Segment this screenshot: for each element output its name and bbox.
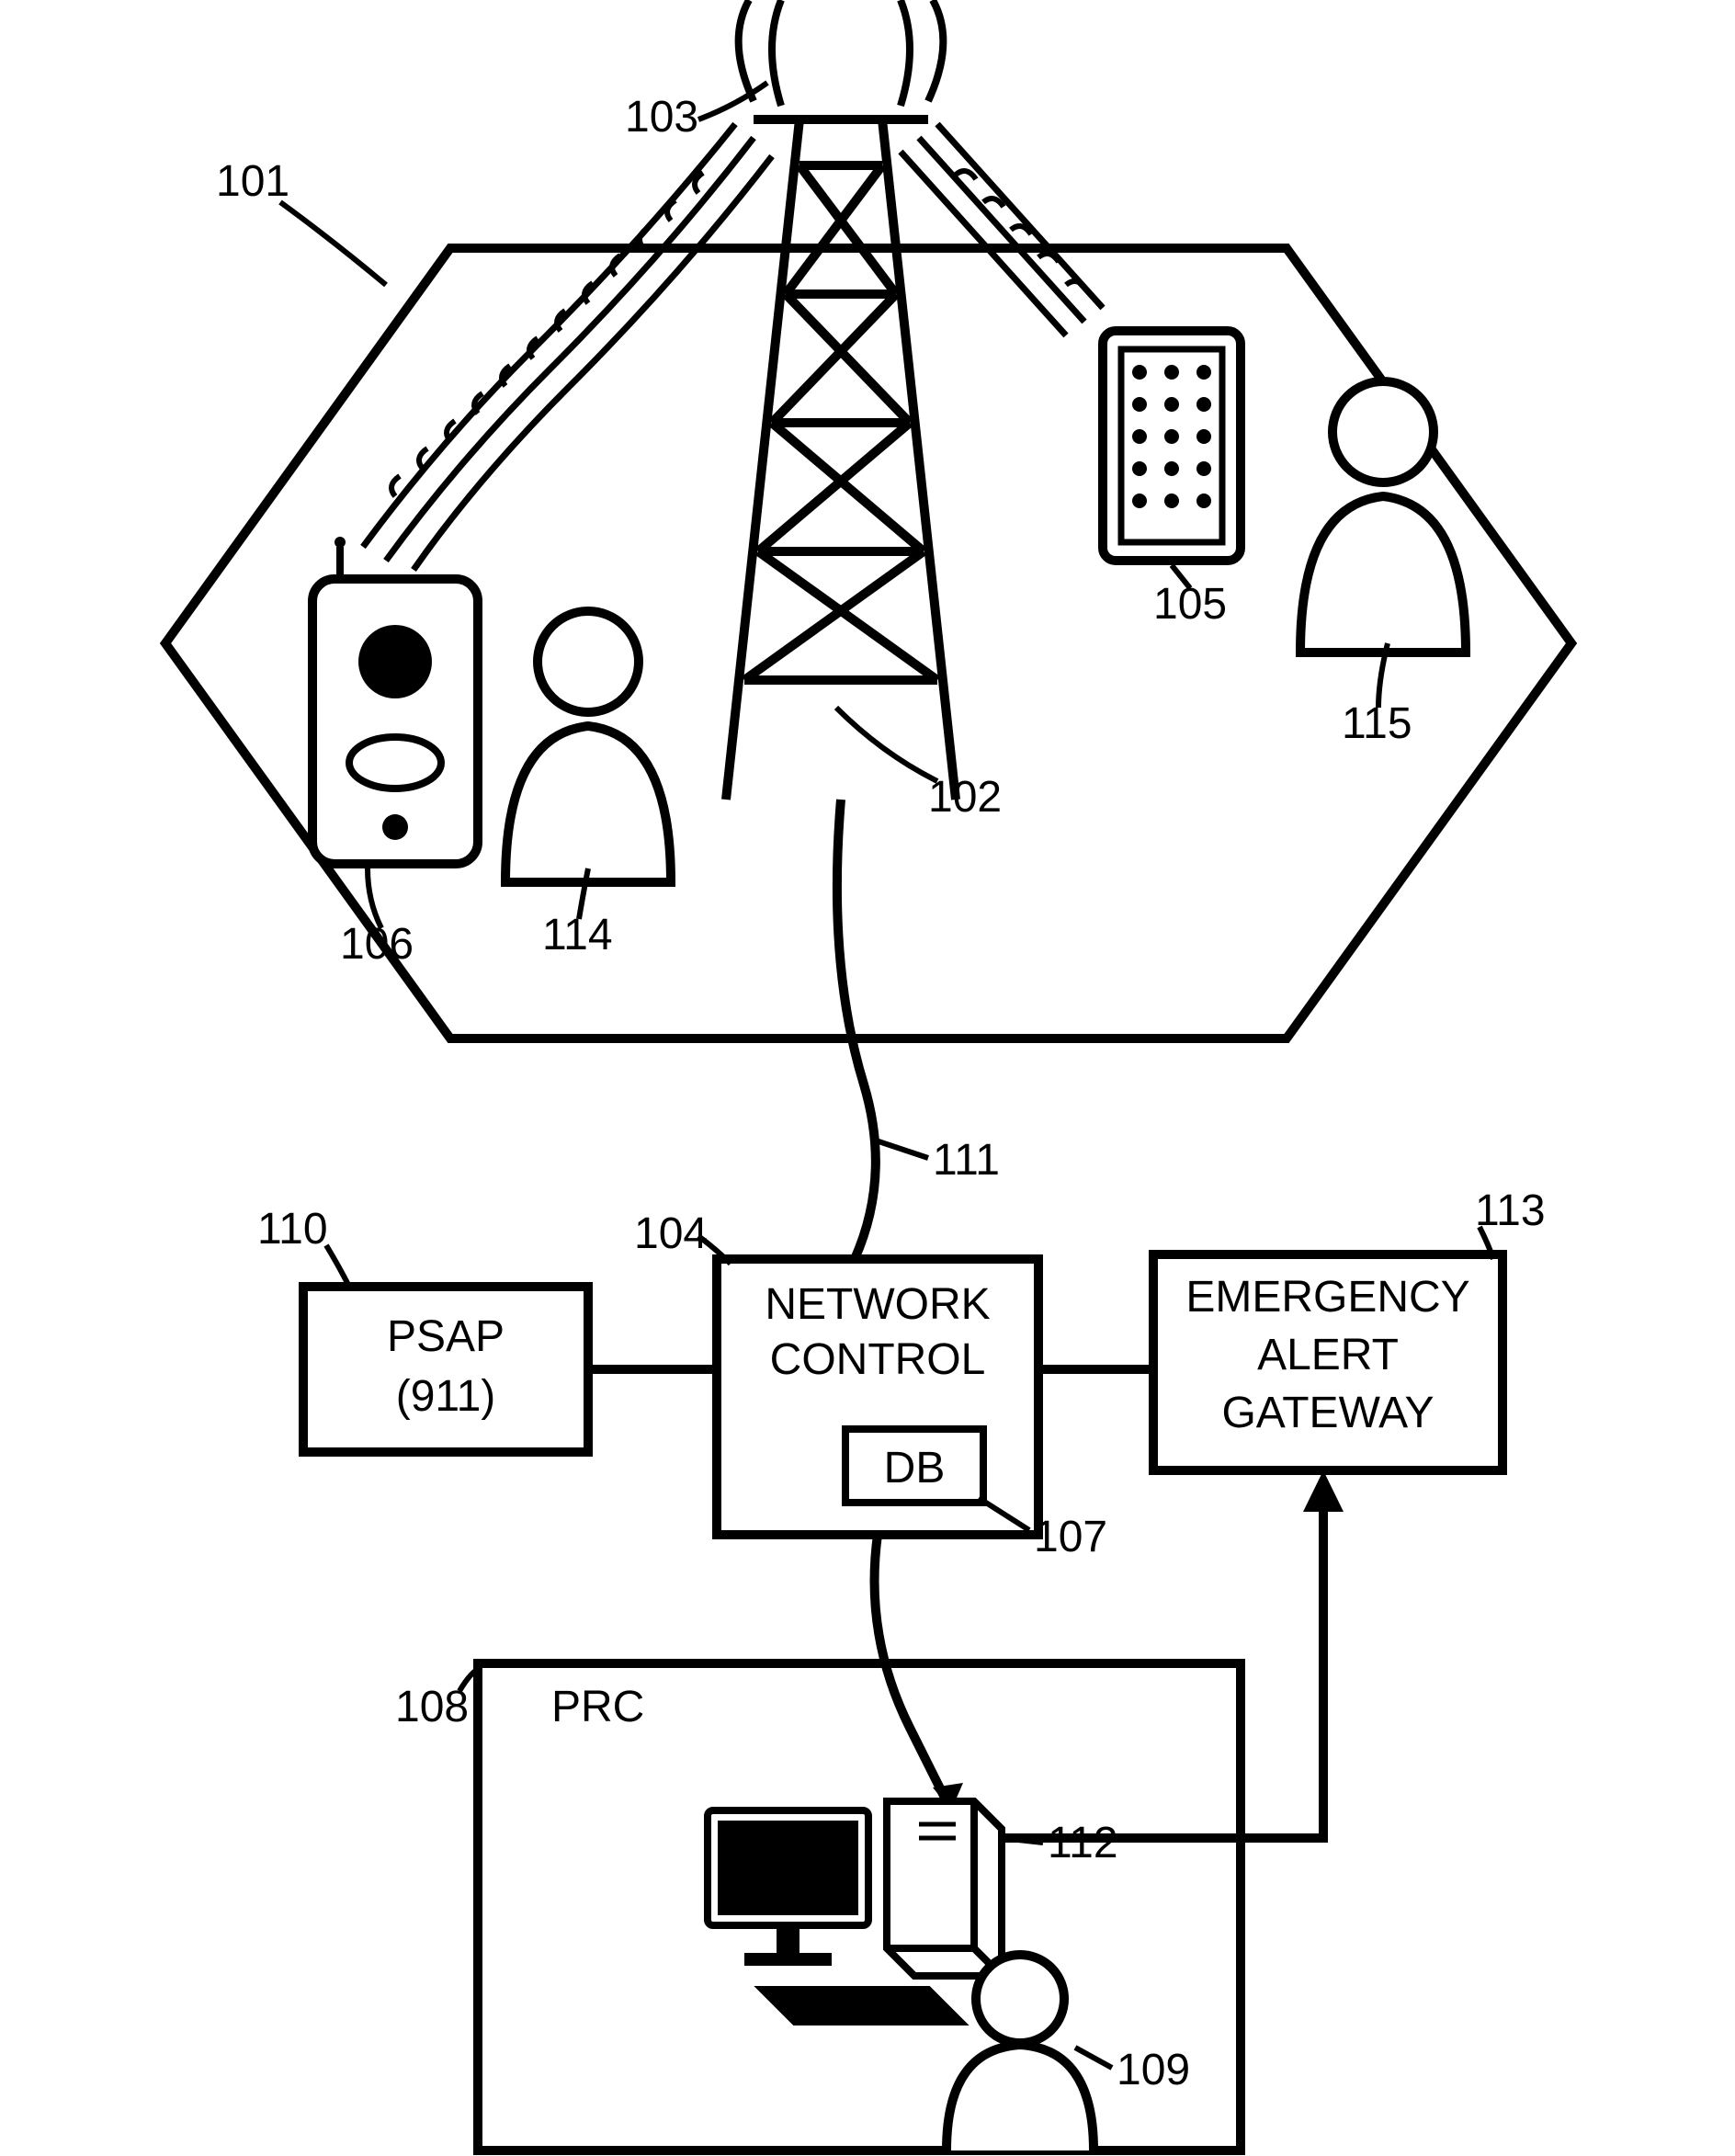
eag-text2: ALERT (1153, 1328, 1503, 1383)
link-tower-network (837, 800, 876, 1259)
eag-text3: GATEWAY (1153, 1386, 1503, 1441)
tower (726, 119, 956, 800)
psap-text2: (911) (303, 1369, 588, 1424)
phone-left (312, 537, 478, 864)
ref-112: 112 (1048, 1818, 1118, 1868)
ref-103: 103 (625, 92, 698, 142)
diagram-canvas: 101 103 102 105 115 106 114 111 110 104 … (0, 0, 1735, 2156)
ref-106: 106 (340, 919, 414, 970)
ref-104: 104 (634, 1208, 708, 1259)
nc-text1: NETWORK (717, 1277, 1038, 1333)
prc-text: PRC (551, 1682, 644, 1732)
person-right (1300, 381, 1466, 652)
ref-102: 102 (928, 772, 1002, 823)
ref-108: 108 (395, 1682, 469, 1732)
ref-109: 109 (1117, 2045, 1190, 2095)
signal-waves-left (363, 124, 772, 570)
eag-text1: EMERGENCY (1153, 1270, 1503, 1325)
ref-113: 113 (1475, 1186, 1546, 1236)
ref-101: 101 (216, 156, 289, 207)
ref-115: 115 (1342, 698, 1412, 749)
nc-text2: CONTROL (717, 1333, 1038, 1388)
ref-107: 107 (1034, 1512, 1107, 1562)
arrow-prc-eag (1303, 1470, 1344, 1512)
ref-110: 110 (257, 1204, 328, 1254)
db-text: DB (845, 1441, 983, 1496)
ref-114: 114 (542, 910, 613, 960)
diagram-svg (0, 0, 1735, 2156)
person-left (505, 611, 671, 882)
phone-right (1103, 331, 1241, 561)
signal-waves-right (901, 124, 1103, 335)
ref-111: 111 (933, 1135, 1000, 1186)
signal-arcs-top (739, 0, 944, 106)
psap-text1: PSAP (303, 1310, 588, 1365)
ref-105: 105 (1153, 579, 1227, 630)
